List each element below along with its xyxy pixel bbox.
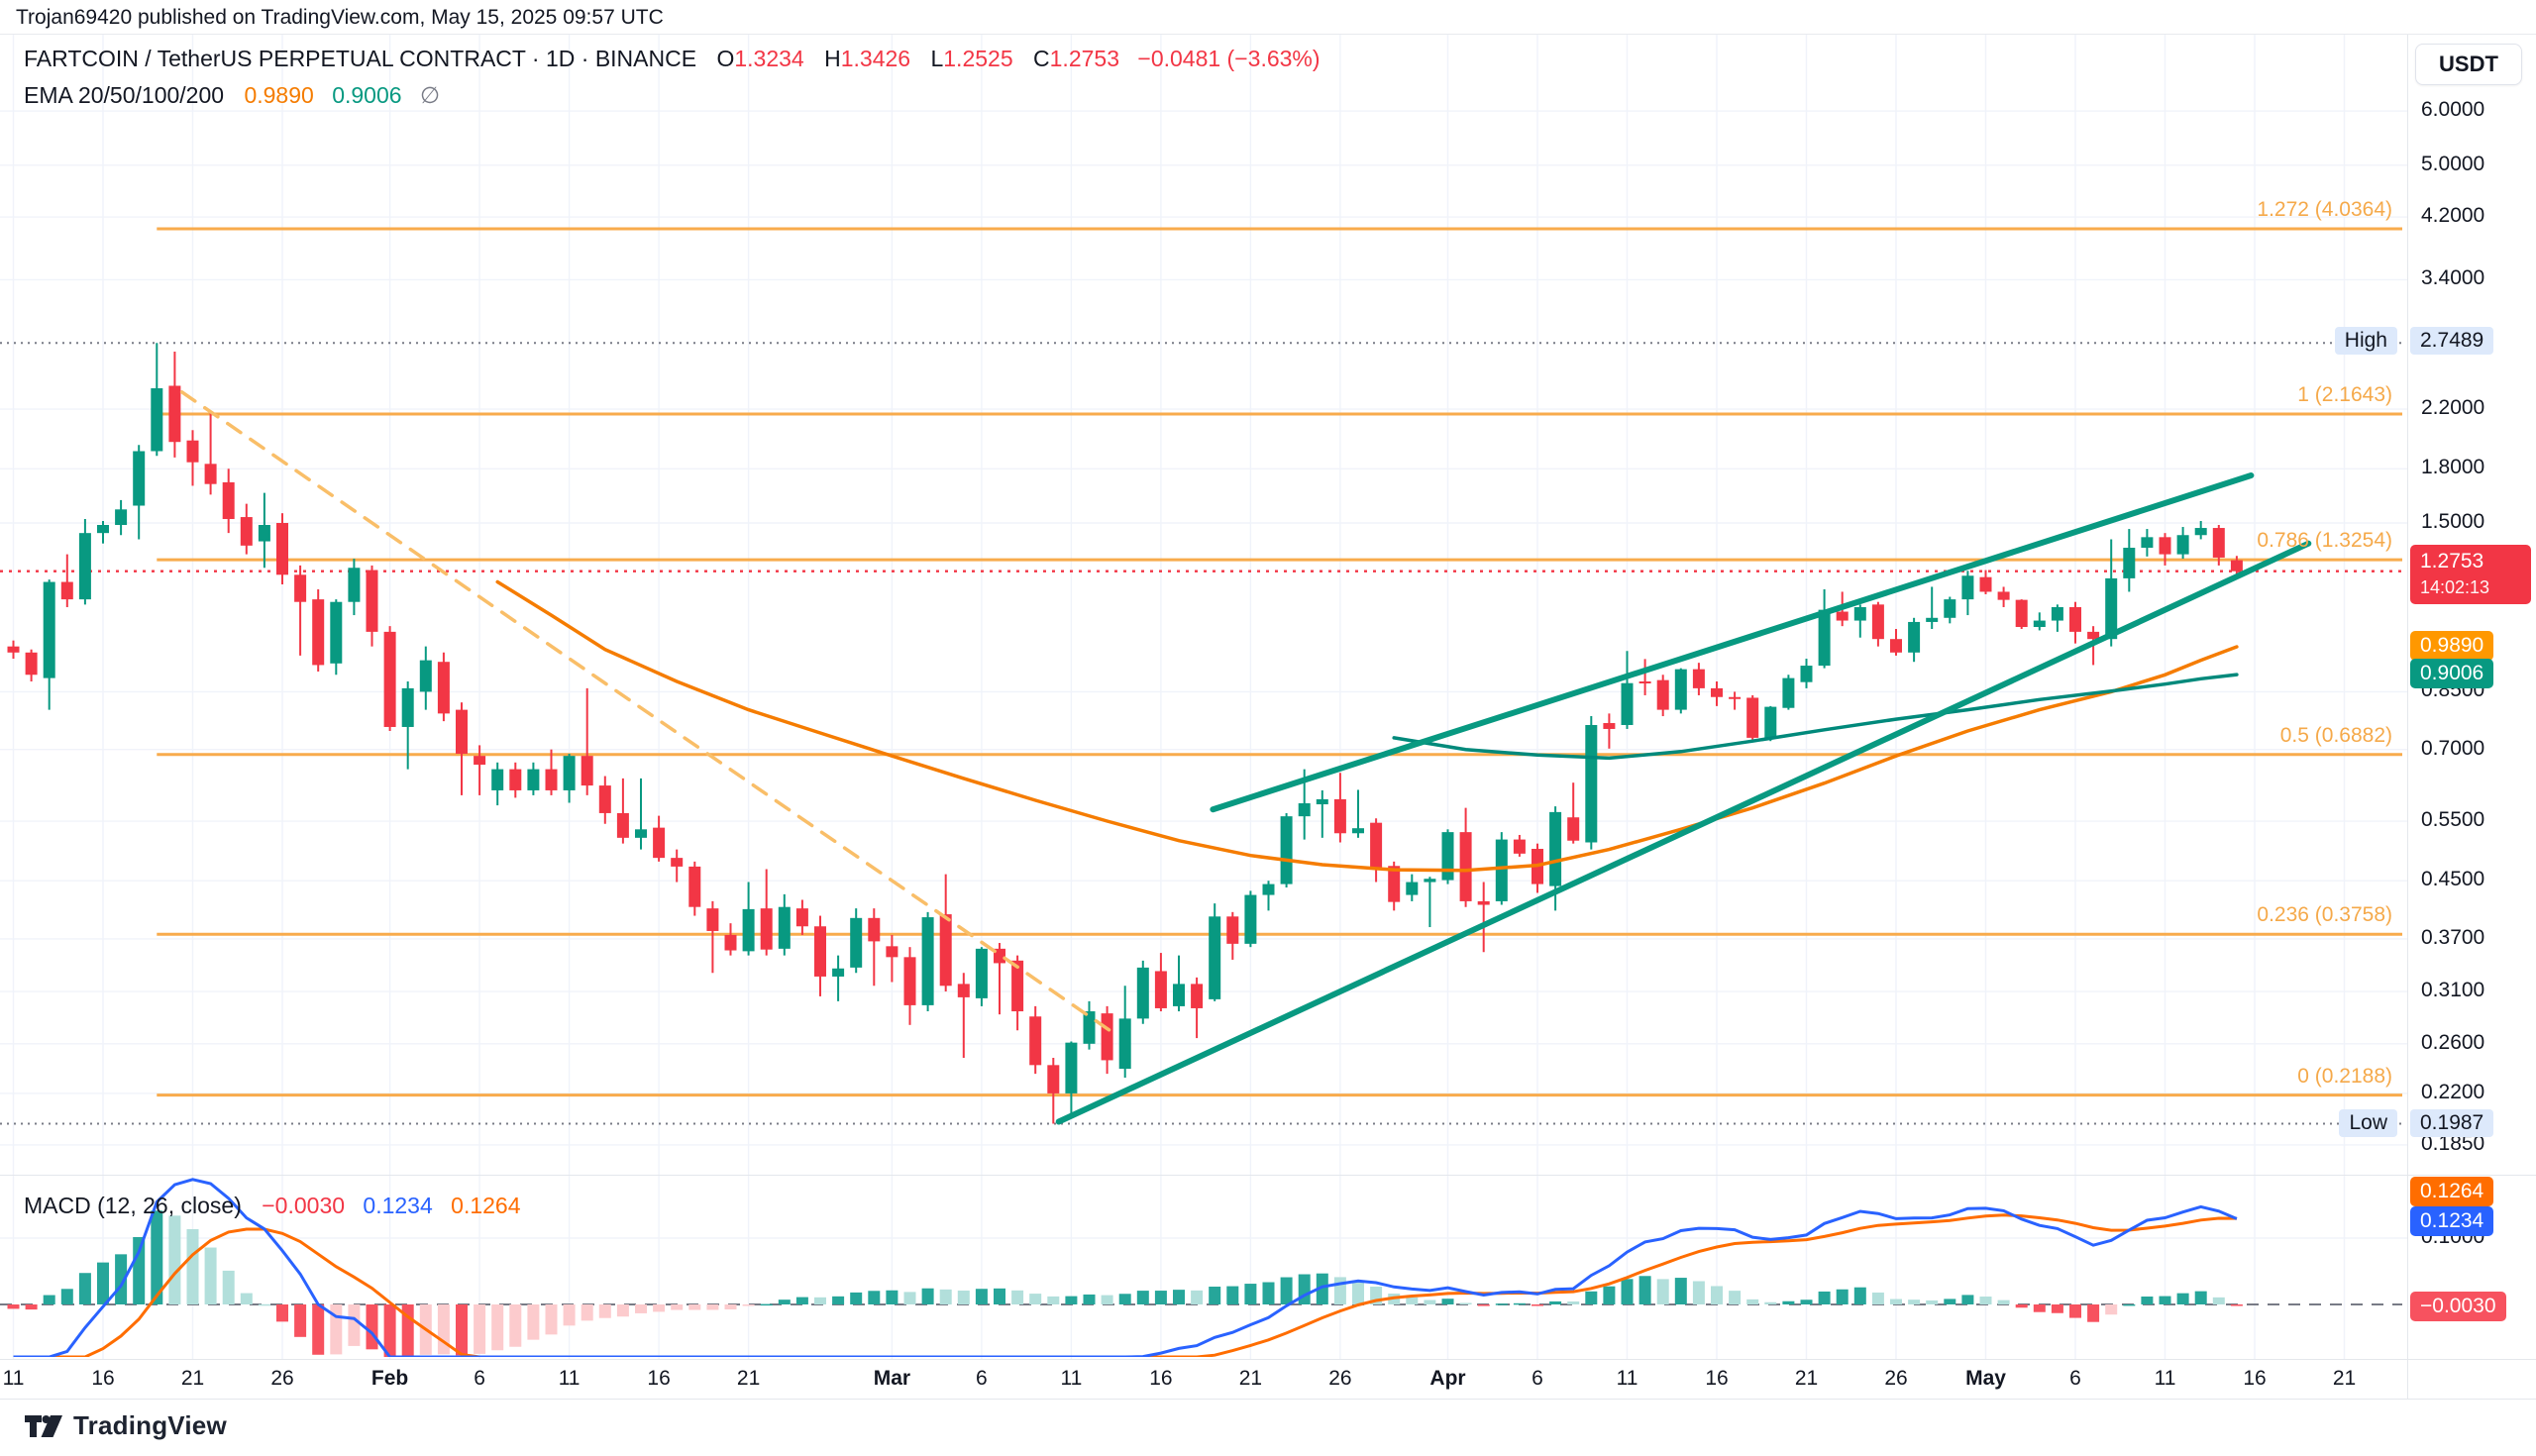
close-value: 1.2753 [1049, 46, 1119, 71]
low-marker-value: 0.1987 [2410, 1109, 2494, 1137]
low-value: 1.2525 [943, 46, 1013, 71]
tradingview-logo[interactable]: TradingView [24, 1410, 227, 1441]
symbol-legend[interactable]: FARTCOIN / TetherUS PERPETUAL CONTRACT ·… [24, 46, 1321, 109]
currency-toggle-button[interactable]: USDT [2415, 44, 2522, 85]
low-marker-chip: Low [2339, 1109, 2397, 1137]
time-tick-label: 6 [976, 1367, 988, 1390]
open-label: O [716, 46, 735, 71]
ema-label: EMA 20/50/100/200 [24, 82, 225, 108]
price-tick-label: 0.5500 [2421, 808, 2485, 832]
price-tick-label: 0.3700 [2421, 925, 2485, 949]
time-tick-label: 11 [558, 1367, 581, 1390]
time-tick-label: 16 [1149, 1367, 1173, 1390]
fib-level-label: 0.786 (1.3254) [2257, 529, 2392, 553]
price-tick-label: 3.4000 [2421, 266, 2485, 290]
bar-countdown: 14:02:13 [2420, 577, 2490, 597]
time-tick-label: 26 [1328, 1367, 1352, 1390]
macd-hist-value: −0.0030 [262, 1193, 346, 1218]
time-tick-label: May [1965, 1367, 2006, 1390]
time-tick-label: 6 [474, 1367, 485, 1390]
fib-level-label: 0.5 (0.6882) [2279, 723, 2392, 747]
time-tick-label: 16 [2243, 1367, 2267, 1390]
price-tick-label: 0.2600 [2421, 1030, 2485, 1054]
macd-line-badge: 0.1234 [2410, 1206, 2494, 1236]
price-tick-label: 0.7000 [2421, 736, 2485, 760]
footer-border [0, 1399, 2536, 1400]
tradingview-logo-icon [25, 1414, 62, 1437]
high-marker-chip: High [2334, 327, 2397, 355]
legend-row-symbol[interactable]: FARTCOIN / TetherUS PERPETUAL CONTRACT ·… [24, 46, 1321, 72]
macd-signal-value: 0.1264 [451, 1193, 521, 1218]
legend-row-ema[interactable]: EMA 20/50/100/200 0.9890 0.9006 ∅ [24, 82, 1321, 109]
time-tick-label: 21 [1794, 1367, 1819, 1390]
published-bar: Trojan69420 published on TradingView.com… [0, 0, 2536, 35]
time-tick-label: 26 [270, 1367, 294, 1390]
time-tick-label: 21 [1238, 1367, 1263, 1390]
price-tick-label: 0.3100 [2421, 979, 2485, 1002]
fib-level-label: 1 (2.1643) [2297, 382, 2392, 406]
macd-line-value: 0.1234 [363, 1193, 433, 1218]
time-tick-label: 16 [91, 1367, 115, 1390]
high-value: 1.3426 [840, 46, 911, 71]
time-tick-label: 11 [2154, 1367, 2176, 1390]
last-price-value: 1.2753 [2420, 550, 2484, 572]
close-label: C [1033, 46, 1050, 71]
published-text: Trojan69420 published on TradingView.com… [16, 6, 664, 29]
ema-suffix: ∅ [419, 82, 440, 108]
price-tick-label: 1.8000 [2421, 456, 2485, 479]
macd-label: MACD (12, 26, close) [24, 1193, 242, 1218]
high-marker-value: 2.7489 [2410, 327, 2494, 355]
open-value: 1.3234 [734, 46, 804, 71]
price-tick-label: 5.0000 [2421, 152, 2485, 175]
time-tick-label: Mar [873, 1367, 911, 1390]
price-axis-border [2407, 34, 2408, 1399]
macd-hist-badge: −0.0030 [2410, 1292, 2506, 1321]
time-tick-label: 21 [2332, 1367, 2357, 1390]
time-tick-label: Feb [370, 1367, 409, 1390]
price-tick-label: 4.2000 [2421, 204, 2485, 228]
ema-orange-badge: 0.9890 [2410, 631, 2494, 661]
price-tick-label: 0.1850 [2421, 1131, 2485, 1155]
fib-level-label: 0.236 (0.3758) [2257, 903, 2392, 927]
pane-separator[interactable] [0, 1175, 2536, 1176]
ema-value-orange: 0.9890 [244, 82, 314, 108]
time-tick-label: 11 [1616, 1367, 1638, 1390]
ema-value-teal: 0.9006 [332, 82, 402, 108]
time-tick-label: 26 [1884, 1367, 1908, 1390]
macd-signal-badge: 0.1264 [2410, 1177, 2494, 1206]
time-tick-label: 6 [1532, 1367, 1543, 1390]
time-axis-border [0, 1359, 2536, 1360]
change-value: −0.0481 (−3.63%) [1137, 46, 1321, 71]
price-tick-label: 1.5000 [2421, 509, 2485, 533]
price-tick-label: 0.2200 [2421, 1080, 2485, 1103]
last-price-badge: 1.2753 14:02:13 [2410, 545, 2531, 604]
fib-level-label: 1.272 (4.0364) [2257, 198, 2392, 221]
tradingview-brand: TradingView [73, 1410, 227, 1440]
ema-teal-badge: 0.9006 [2410, 659, 2494, 688]
time-tick-label: Apr [1429, 1367, 1466, 1390]
time-tick-label: 16 [1705, 1367, 1729, 1390]
time-tick-label: 6 [2069, 1367, 2081, 1390]
macd-legend[interactable]: MACD (12, 26, close) −0.0030 0.1234 0.12… [24, 1193, 521, 1219]
price-tick-label: 2.2000 [2421, 396, 2485, 420]
fib-level-label: 0 (0.2188) [2297, 1064, 2392, 1088]
time-tick-label: 11 [2, 1367, 25, 1390]
low-label: L [930, 46, 944, 71]
price-tick-label: 6.0000 [2421, 98, 2485, 122]
price-tick-label: 0.4500 [2421, 868, 2485, 891]
time-tick-label: 16 [647, 1367, 671, 1390]
time-tick-label: 21 [180, 1367, 205, 1390]
symbol-title: FARTCOIN / TetherUS PERPETUAL CONTRACT ·… [24, 46, 697, 71]
high-label: H [824, 46, 841, 71]
time-tick-label: 21 [736, 1367, 761, 1390]
time-tick-label: 11 [1060, 1367, 1083, 1390]
